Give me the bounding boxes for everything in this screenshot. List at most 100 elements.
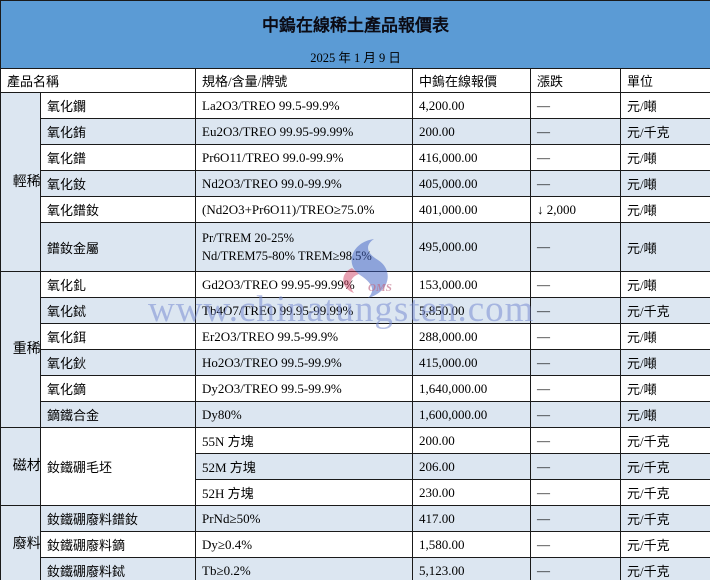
col-header-price: 中鎢在線報價 <box>412 68 531 93</box>
unit-cell: 元/千克 <box>619 118 710 145</box>
category-cell-magnet-material: 磁材 <box>0 427 41 506</box>
unit-cell: 元/噸 <box>619 349 710 376</box>
spec-cell: Pr/TREM 20-25% Nd/TREM75-80% TREM≥98.5% <box>195 222 413 272</box>
price-cell: 200.00 <box>412 427 531 454</box>
spec-cell: Dy2O3/TREO 99.5-99.9% <box>195 375 413 402</box>
category-label: 廢料 <box>12 537 41 552</box>
category-label: 輕稀土 <box>12 174 41 190</box>
spec-cell: Eu2O3/TREO 99.95-99.99% <box>195 118 413 145</box>
price-cell: 200.00 <box>412 118 531 145</box>
change-cell: — <box>530 222 621 272</box>
unit-cell: 元/噸 <box>619 323 710 350</box>
spec-cell: PrNd≥50% <box>195 505 413 532</box>
unit-cell: 元/千克 <box>619 557 710 580</box>
price-cell: 405,000.00 <box>412 170 531 197</box>
spec-cell: 55N 方塊 <box>195 427 413 454</box>
report-date: 2025 年 1 月 9 日 <box>0 45 710 69</box>
product-name-cell: 釹鐵硼廢料鐠釹 <box>40 505 196 532</box>
unit-cell: 元/千克 <box>619 505 710 532</box>
product-name-cell: 氧化鏑 <box>40 375 196 402</box>
table-row: 氧化銪 Eu2O3/TREO 99.95-99.99% 200.00 — 元/千… <box>1 118 710 145</box>
table-row: 氧化鈥 Ho2O3/TREO 99.5-99.9% 415,000.00 — 元… <box>1 349 710 376</box>
table-row: 氧化鋱 Tb4O7/TREO 99.95-99.99% 5,850.00 — 元… <box>1 297 710 324</box>
page-title: 中鎢在線稀土產品報價表 <box>0 0 710 45</box>
table-title-row: 中鎢在線稀土產品報價表 <box>0 0 710 45</box>
change-cell: — <box>530 297 621 324</box>
unit-cell: 元/千克 <box>619 531 710 558</box>
col-header-spec: 規格/含量/牌號 <box>195 68 413 93</box>
table-row: 52M 方塊 206.00 — 元/千克 <box>1 453 710 480</box>
product-name-cell: 鐠釹金屬 <box>40 222 196 272</box>
spec-cell: Nd2O3/TREO 99.0-99.9% <box>195 170 413 197</box>
table-row: 氧化鐠 Pr6O11/TREO 99.0-99.9% 416,000.00 — … <box>1 144 710 171</box>
category-cell-light-rare-earth: 輕稀土 <box>0 92 41 272</box>
price-cell: 230.00 <box>412 479 531 506</box>
table-row: 氧化釹 Nd2O3/TREO 99.0-99.9% 405,000.00 — 元… <box>1 170 710 197</box>
spec-cell: Er2O3/TREO 99.5-99.9% <box>195 323 413 350</box>
unit-cell: 元/噸 <box>619 144 710 171</box>
spec-cell: Gd2O3/TREO 99.95-99.99% <box>195 271 413 298</box>
change-cell: — <box>530 401 621 428</box>
product-name-cell: 氧化鐠釹 <box>40 196 196 223</box>
price-cell: 5,850.00 <box>412 297 531 324</box>
price-cell: 415,000.00 <box>412 349 531 376</box>
change-cell: — <box>530 453 621 480</box>
product-name-cell: 氧化鋱 <box>40 297 196 324</box>
change-cell: — <box>530 170 621 197</box>
price-cell: 417.00 <box>412 505 531 532</box>
product-name-cell: 氧化釹 <box>40 170 196 197</box>
price-cell: 288,000.00 <box>412 323 531 350</box>
unit-cell: 元/噸 <box>619 196 710 223</box>
change-cell: — <box>530 92 621 119</box>
table-row: 磁材 釹鐵硼毛坯 55N 方塊 200.00 — 元/千克 <box>0 427 710 506</box>
spec-cell: 52M 方塊 <box>195 453 413 480</box>
product-name-cell: 釹鐵硼廢料鋱 <box>40 557 196 580</box>
price-cell: 495,000.00 <box>412 222 531 272</box>
spec-line-2: Nd/TREM75-80% TREM≥98.5% <box>202 249 372 263</box>
change-cell: — <box>530 531 621 558</box>
unit-cell: 元/千克 <box>619 297 710 324</box>
price-cell: 1,640,000.00 <box>412 375 531 402</box>
change-cell: — <box>530 118 621 145</box>
table-row: 52H 方塊 230.00 — 元/千克 <box>1 479 710 506</box>
spec-cell: (Nd2O3+Pr6O11)/TREO≥75.0% <box>195 196 413 223</box>
unit-cell: 元/千克 <box>619 453 710 480</box>
price-cell: 1,580.00 <box>412 531 531 558</box>
unit-cell: 元/千克 <box>619 427 710 454</box>
change-cell: — <box>530 505 621 532</box>
spec-line-1: Pr/TREM 20-25% <box>202 230 295 245</box>
spec-cell: 52H 方塊 <box>195 479 413 506</box>
change-cell: — <box>530 271 621 298</box>
change-cell: — <box>530 349 621 376</box>
col-header-product: 產品名稱 <box>0 68 196 93</box>
table-row: 廢料 釹鐵硼廢料鐠釹 PrNd≥50% 417.00 — 元/千克 <box>0 505 710 580</box>
category-cell-scrap: 廢料 <box>0 505 41 580</box>
product-name-cell: 氧化鐠 <box>40 144 196 171</box>
unit-cell: 元/噸 <box>619 222 710 272</box>
category-label: 磁材 <box>12 459 41 474</box>
table-row: 重稀土 氧化釓 Gd2O3/TREO 99.95-99.99% 153,000.… <box>0 271 710 428</box>
unit-cell: 元/噸 <box>619 401 710 428</box>
product-name-cell: 氧化銪 <box>40 118 196 145</box>
unit-cell: 元/噸 <box>619 375 710 402</box>
product-name-cell: 氧化鉺 <box>40 323 196 350</box>
price-cell: 153,000.00 <box>412 271 531 298</box>
change-cell price-down: ↓ 2,000 <box>530 196 621 223</box>
spec-cell: Pr6O11/TREO 99.0-99.9% <box>195 144 413 171</box>
product-name-cell: 釹鐵硼廢料鏑 <box>40 531 196 558</box>
spec-cell: Tb≥0.2% <box>195 557 413 580</box>
table-date-row: 2025 年 1 月 9 日 <box>0 45 710 69</box>
spec-cell: Dy≥0.4% <box>195 531 413 558</box>
spec-cell: La2O3/TREO 99.5-99.9% <box>195 92 413 119</box>
unit-cell: 元/噸 <box>619 92 710 119</box>
table-row: 鏑鐵合金 Dy80% 1,600,000.00 — 元/噸 <box>1 401 710 428</box>
col-header-unit: 單位 <box>619 68 710 93</box>
price-cell: 5,123.00 <box>412 557 531 580</box>
product-name-cell: 氧化鈥 <box>40 349 196 376</box>
unit-cell: 元/千克 <box>619 479 710 506</box>
change-cell: — <box>530 557 621 580</box>
category-cell-heavy-rare-earth: 重稀土 <box>0 271 41 428</box>
change-cell: — <box>530 479 621 506</box>
table-row: 輕稀土 氧化鑭 La2O3/TREO 99.5-99.9% 4,200.00 —… <box>0 92 710 272</box>
